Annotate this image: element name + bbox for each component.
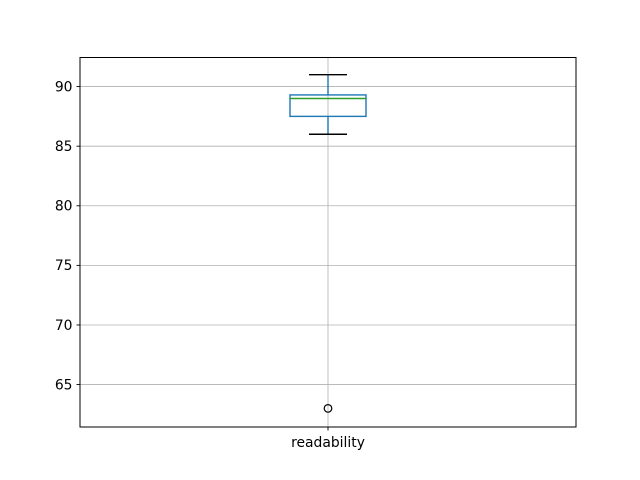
box [289, 94, 367, 118]
y-tick-label: 85 [55, 139, 73, 155]
y-tick-label: 65 [55, 377, 73, 393]
outlier-marker [323, 404, 333, 413]
x-tick-label: readability [291, 435, 365, 451]
y-tick-label: 75 [55, 258, 73, 274]
y-tick-label: 90 [55, 79, 73, 95]
y-tick-label: 80 [55, 199, 73, 215]
y-tick-label: 70 [55, 318, 73, 334]
